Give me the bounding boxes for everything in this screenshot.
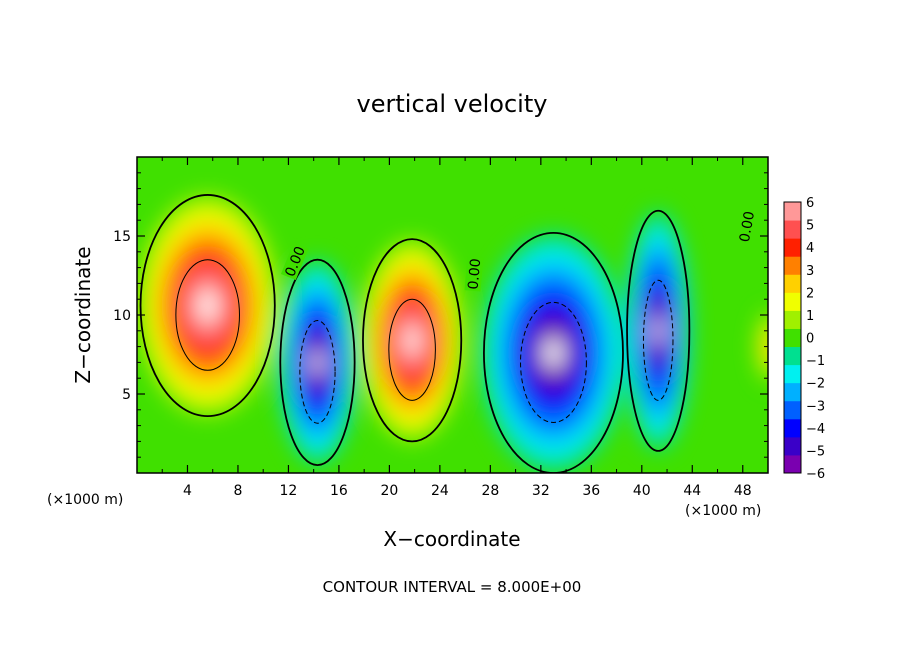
colorbar-tick-label: −4 (806, 422, 825, 437)
chart-title: vertical velocity (357, 90, 548, 118)
y-axis: 5 10 15 (113, 172, 768, 458)
colorbar-swatch (784, 292, 801, 311)
contour-line (175, 259, 240, 371)
contour-label: 0.00 (466, 258, 485, 290)
y-axis-label: Z−coordinate (71, 246, 95, 383)
zero-contour-line (139, 194, 276, 418)
colorbar-tick-label: 3 (806, 264, 814, 279)
x-tick-label: 12 (280, 483, 298, 499)
cell-level (544, 337, 563, 368)
colorbar-swatch (784, 364, 801, 384)
contour-label-bg (280, 242, 309, 281)
cell-downdraft-2 (480, 232, 627, 473)
colorbar-swatch (784, 382, 801, 402)
cell-updraft-2 (360, 239, 464, 442)
cell-updraft-1 (137, 194, 279, 417)
colorbar-swatch (784, 238, 801, 257)
colorbar-tick-label: 1 (806, 309, 814, 324)
x-tick-label: 32 (532, 483, 550, 499)
cell-updraft-edge (755, 309, 773, 384)
cell-level (654, 315, 663, 346)
x-unit-right: (×1000 m) (685, 503, 761, 519)
colorbar-swatch (784, 256, 801, 275)
cell-level (312, 349, 323, 376)
colorbar-tick-label: 6 (806, 196, 814, 211)
x-axis-label: X−coordinate (383, 527, 520, 551)
colorbar-tick-label: 5 (806, 219, 814, 234)
colorbar-swatch (784, 400, 801, 420)
x-tick-label: 36 (582, 483, 600, 499)
x-tick-label: 16 (330, 483, 348, 499)
colorbar-tick-label: −6 (806, 467, 825, 482)
colorbar-swatch (784, 328, 801, 348)
heatmap-plot-area: 0.00 0.000.00 (137, 157, 773, 473)
colorbar-tick-label: −2 (806, 377, 825, 392)
colorbar-swatch (784, 310, 801, 329)
zero-contour-line (362, 238, 463, 443)
x-tick-label: 4 (183, 483, 192, 499)
colorbar-tick-label: 2 (806, 286, 814, 301)
contour-interval-note: CONTOUR INTERVAL = 8.000E+00 (323, 578, 582, 596)
contour-line (299, 320, 336, 424)
contour-label: 0.00 (737, 210, 758, 243)
zero-contour-line (279, 258, 356, 467)
zero-contour-line (483, 231, 624, 473)
velocity-field (137, 194, 773, 473)
x-tick-label: 48 (734, 483, 752, 499)
x-tick-label: 44 (683, 483, 701, 499)
y-tick-label: 15 (113, 229, 131, 245)
colorbar-swatch (784, 436, 801, 456)
x-tick-label: 20 (380, 483, 398, 499)
x-tick-label: 8 (233, 483, 242, 499)
contour-labels: 0.00 0.000.00 (280, 208, 758, 292)
colorbar-tick-label: 4 (806, 241, 814, 256)
contour-lines (139, 194, 691, 473)
cell-downdraft-1 (278, 259, 357, 466)
colorbar-tick-label: −3 (806, 399, 825, 414)
colorbar-swatch (784, 274, 801, 293)
colorbar-frame (783, 201, 802, 474)
x-axis: 4 8 12 16 20 24 28 32 36 40 44 48 (161, 157, 752, 499)
x-tick-label: 28 (481, 483, 499, 499)
colorbar-swatch (784, 418, 801, 438)
contour-line (388, 298, 436, 401)
y-tick-label: 10 (113, 308, 131, 324)
x-tick-label: 40 (633, 483, 651, 499)
colorbar-swatch (784, 454, 801, 474)
contour-label-bg (735, 208, 758, 245)
colorbar: 6 5 4 3 2 1 0 −1 −2 −3 −4 −5 −6 (783, 196, 825, 482)
contour-line (520, 301, 587, 423)
colorbar-swatch (784, 346, 801, 366)
colorbar-tick-label: −5 (806, 444, 825, 459)
x-tick-label: 24 (431, 483, 449, 499)
cell-level (405, 327, 419, 353)
x-unit-left: (×1000 m) (47, 492, 123, 508)
colorbar-tick-label: 0 (806, 332, 814, 347)
colorbar-tick-label: −1 (806, 354, 825, 369)
cell-level (198, 291, 217, 320)
cell-level (769, 342, 773, 351)
zero-contour-line (626, 209, 691, 452)
contour-label-bg (464, 256, 484, 292)
contour-line (642, 279, 674, 401)
colorbar-swatch (784, 220, 801, 239)
colorbar-swatch (784, 202, 801, 221)
y-tick-label: 5 (122, 387, 131, 403)
